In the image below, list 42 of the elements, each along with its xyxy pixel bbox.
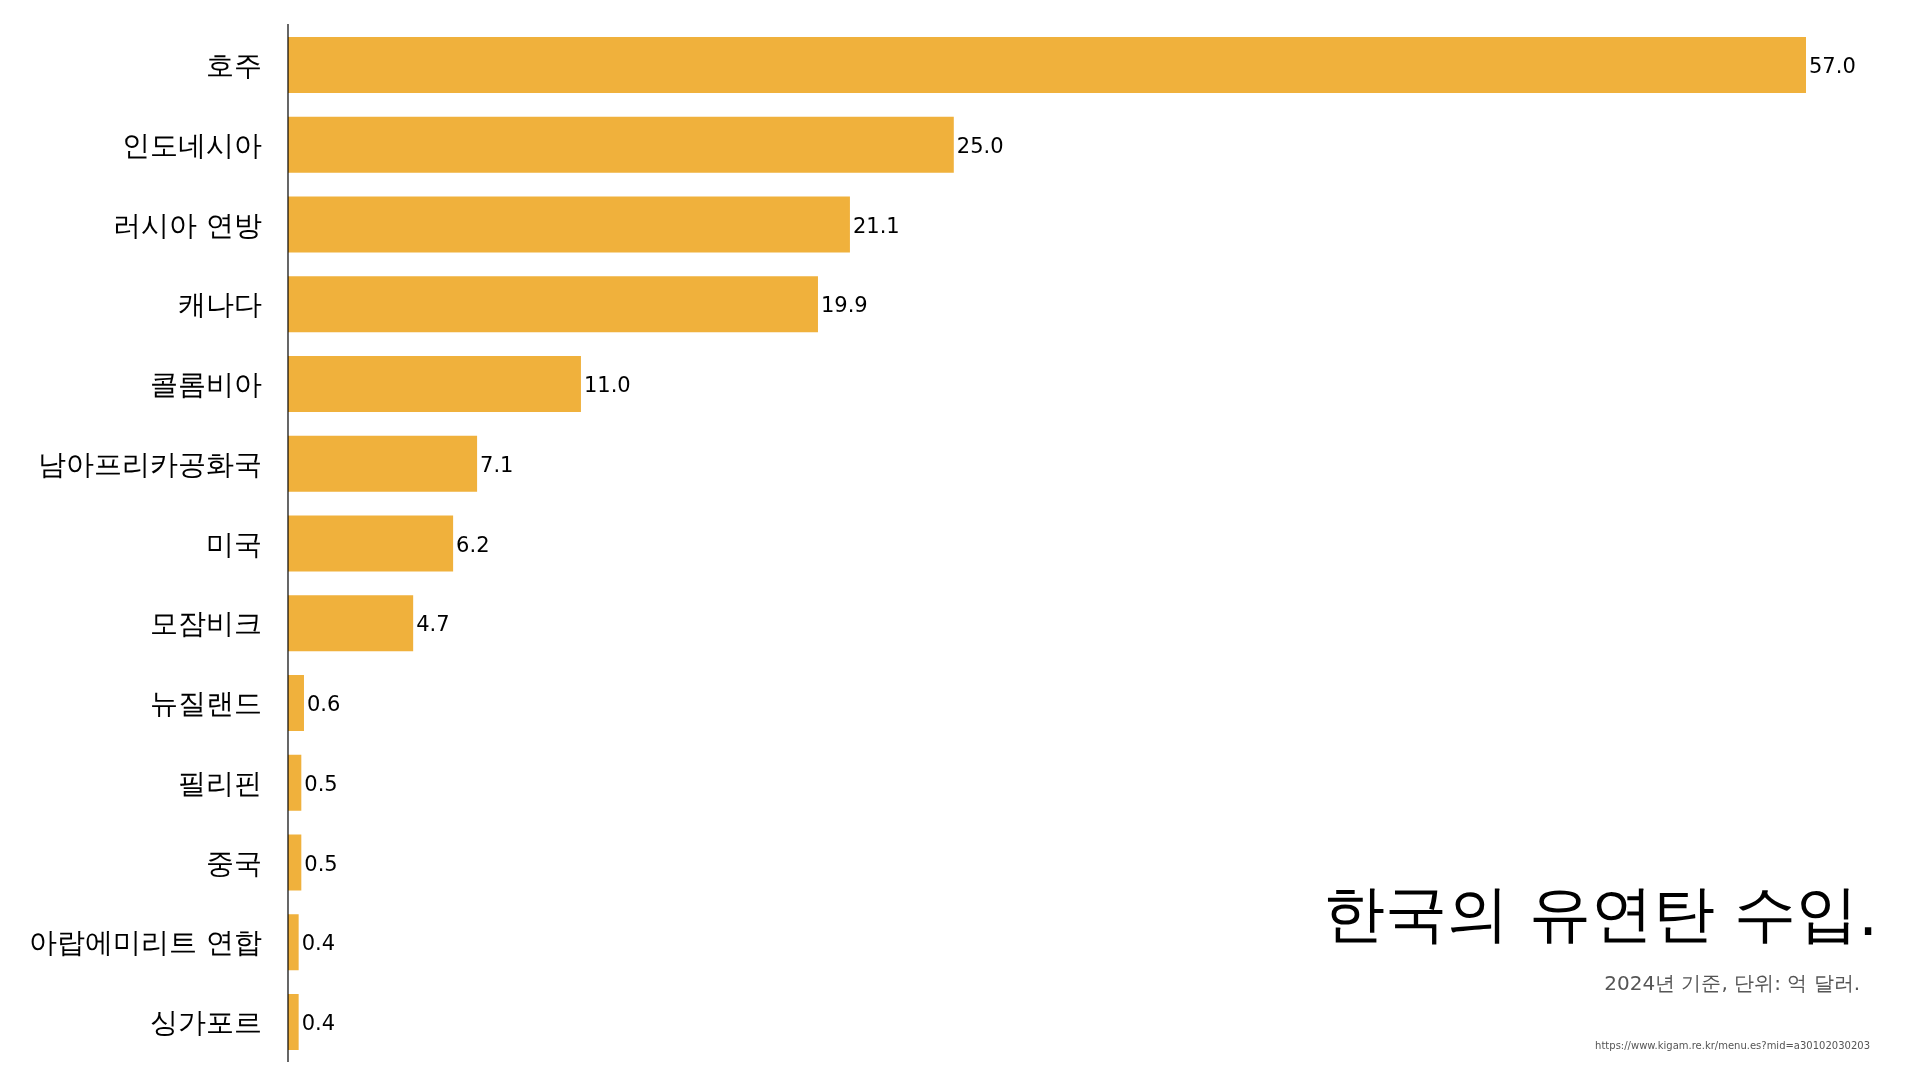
y-tick-label: 콜롬비아	[150, 368, 262, 401]
bar	[288, 435, 478, 492]
bar	[288, 994, 299, 1050]
y-tick-label: 인도네시아	[122, 128, 262, 162]
bar	[288, 834, 302, 891]
data-label: 0.4	[301, 1011, 336, 1035]
y-tick-label: 캐나다	[178, 288, 262, 322]
data-label: 0.4	[301, 931, 336, 956]
data-label: 0.6	[306, 692, 341, 716]
y-tick-label: 모잠비크	[150, 607, 262, 641]
y-tick-label: 러시아 연방	[113, 208, 262, 242]
data-label: 4.7	[416, 612, 450, 637]
y-tick-label: 중국	[206, 846, 262, 880]
bar	[288, 914, 299, 971]
bar	[288, 116, 954, 173]
data-label: 19.9	[820, 293, 868, 318]
data-label: 25.0	[956, 133, 1004, 158]
y-tick-label: 미국	[206, 527, 262, 561]
bar	[288, 675, 304, 731]
y-tick-label: 호주	[206, 49, 262, 82]
data-label: 11.0	[583, 373, 631, 397]
y-tick-label: 남아프리카공화국	[38, 447, 262, 481]
data-label: 6.2	[456, 532, 490, 557]
bar	[288, 356, 581, 412]
data-label: 57.0	[1809, 54, 1856, 78]
data-label: 21.1	[852, 213, 900, 238]
data-label: 0.5	[304, 851, 338, 876]
y-tick-label: 필리핀	[178, 766, 262, 800]
text: 한국의 유연탄 수입.	[1322, 877, 1878, 950]
bar	[288, 515, 454, 572]
data-label: 0.5	[304, 771, 338, 796]
y-tick-label: 아랍에미리트 연합	[29, 926, 262, 960]
data-label: 7.1	[480, 452, 514, 477]
annotation: https://www.kigam.re.kr/menu.es?mid=a30102030203	[1595, 1040, 1870, 1051]
bar	[288, 196, 850, 253]
bar	[288, 595, 414, 652]
bar	[288, 37, 1806, 93]
bar	[288, 754, 302, 811]
text: 2024년 기준, 단위: 억 달러.	[1604, 971, 1860, 995]
y-tick-label: 싱가포르	[150, 1006, 262, 1039]
bar	[288, 276, 818, 333]
y-tick-label: 뉴질랜드	[150, 687, 262, 720]
